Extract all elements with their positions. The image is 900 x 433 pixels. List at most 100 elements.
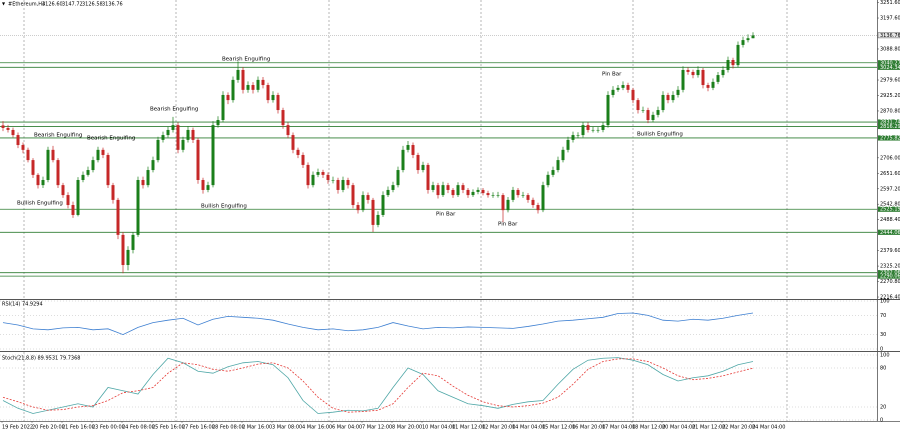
candle-body bbox=[36, 174, 40, 186]
candle-body bbox=[456, 185, 460, 196]
x-tick-label: 28 Feb 08:00 bbox=[212, 425, 245, 431]
candle-body bbox=[451, 189, 455, 196]
candle-body bbox=[131, 234, 135, 250]
level-label: 2302.06 bbox=[880, 270, 900, 276]
candle-body bbox=[576, 135, 580, 136]
candle-body bbox=[11, 129, 15, 136]
indicator-title: Stoch(21,8,8) 89.9531 79.7368 bbox=[2, 356, 80, 362]
x-tick-label: 27 Feb 16:00 bbox=[182, 425, 215, 431]
candle-body bbox=[196, 139, 200, 180]
candle-body bbox=[261, 79, 265, 86]
indicator-line bbox=[2, 358, 754, 413]
header-low: 3126.58 bbox=[82, 2, 103, 8]
candle-body bbox=[371, 199, 375, 225]
candle-body bbox=[111, 185, 115, 200]
menu-arrow: ▼ bbox=[2, 1, 6, 6]
symbol: #Ethereum,H4 bbox=[8, 2, 45, 8]
level-label: 2775.82 bbox=[880, 135, 900, 141]
y-tick-label: 2325.20 bbox=[880, 264, 900, 270]
candle-body bbox=[711, 81, 715, 88]
candle-body bbox=[726, 59, 730, 70]
candle-body bbox=[206, 185, 210, 190]
level-label: 3024.34 bbox=[880, 65, 900, 71]
y-tick-label: 2216.40 bbox=[880, 295, 900, 301]
level-label: 2444.06 bbox=[880, 230, 900, 236]
level-label-box bbox=[878, 206, 900, 212]
candle-body bbox=[686, 69, 690, 72]
candle-body bbox=[26, 149, 30, 161]
candle-body bbox=[441, 185, 445, 196]
candle-body bbox=[326, 174, 330, 180]
candle-body bbox=[671, 94, 675, 101]
y-tick-label: 2542.80 bbox=[880, 202, 900, 208]
candle-body bbox=[701, 69, 705, 86]
candle-body bbox=[216, 119, 220, 126]
candle-body bbox=[301, 154, 305, 165]
candle-body bbox=[676, 89, 680, 95]
x-tick-label: 14 Mar 04:00 bbox=[512, 425, 545, 431]
pattern-annotation: Bullish Engulfing bbox=[17, 201, 63, 207]
candle-body bbox=[291, 135, 295, 150]
candle-body bbox=[251, 85, 255, 90]
candle-body bbox=[731, 59, 735, 66]
candle-body bbox=[601, 125, 605, 130]
candle-body bbox=[246, 85, 250, 90]
candle-body bbox=[546, 174, 550, 186]
candle-body bbox=[481, 189, 485, 194]
candle-body bbox=[436, 185, 440, 196]
candle-body bbox=[516, 189, 520, 196]
candle-body bbox=[276, 94, 280, 111]
candle-body bbox=[231, 79, 235, 101]
level-label-box bbox=[878, 270, 900, 276]
y-tick-label: 2379.60 bbox=[880, 248, 900, 254]
candle-body bbox=[146, 170, 150, 186]
candle-body bbox=[471, 191, 475, 196]
candle-body bbox=[446, 185, 450, 190]
x-tick-label: 25 Feb 16:00 bbox=[152, 425, 185, 431]
candle-body bbox=[141, 179, 145, 186]
x-tick-label: 22 Mar 20:00 bbox=[722, 425, 755, 431]
candle-body bbox=[76, 179, 80, 215]
candle-body bbox=[521, 195, 525, 196]
pattern-annotation: Bullish Engulfing bbox=[201, 204, 247, 210]
candle-body bbox=[401, 149, 405, 171]
x-tick-label: 21 Feb 16:00 bbox=[62, 425, 95, 431]
candle-body bbox=[106, 154, 110, 186]
candle-body bbox=[706, 85, 710, 88]
candle-body bbox=[171, 125, 175, 130]
x-tick-label: 20 Mar 04:00 bbox=[662, 425, 695, 431]
candle-body bbox=[101, 149, 105, 155]
candle-body bbox=[236, 69, 240, 80]
candle-body bbox=[476, 189, 480, 192]
candle-body bbox=[736, 44, 740, 66]
level-label: 2816.29 bbox=[880, 124, 900, 130]
candle-body bbox=[1, 125, 5, 128]
level-label-box bbox=[878, 229, 900, 235]
candle-body bbox=[416, 154, 420, 171]
x-tick-label: 19 Feb 2022 bbox=[2, 425, 33, 431]
candle-body bbox=[526, 195, 530, 200]
pattern-annotation: Pin Bar bbox=[498, 222, 518, 228]
candle-body bbox=[31, 160, 35, 175]
candle-body bbox=[696, 69, 700, 76]
candle-body bbox=[336, 179, 340, 190]
y-tick-label: 2488.40 bbox=[880, 217, 900, 223]
x-tick-label: 24 Feb 08:00 bbox=[122, 425, 155, 431]
candle-body bbox=[306, 164, 310, 186]
candle-body bbox=[566, 139, 570, 150]
candle-body bbox=[496, 195, 500, 196]
x-tick-label: 17 Mar 04:00 bbox=[602, 425, 635, 431]
candle-body bbox=[241, 69, 245, 90]
level-label-box bbox=[878, 273, 900, 279]
y-tick-label: 2870.80 bbox=[880, 108, 900, 114]
pattern-annotation: Bearish Engulfing bbox=[150, 107, 198, 113]
candle-body bbox=[341, 179, 345, 190]
level-label-box bbox=[878, 135, 900, 141]
candle-body bbox=[21, 145, 25, 150]
candle-body bbox=[621, 85, 625, 88]
candle-body bbox=[691, 71, 695, 76]
candle-body bbox=[586, 125, 590, 130]
candle-body bbox=[466, 189, 470, 196]
indicator-tick-label: 100 bbox=[880, 353, 890, 359]
